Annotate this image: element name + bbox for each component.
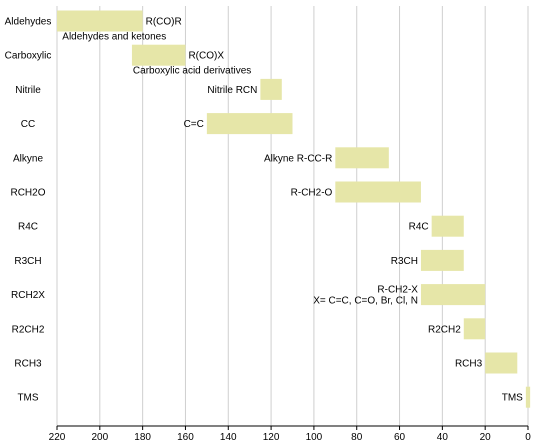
category-labels: Aldehydes Carboxylic Nitrile CC Alkyne RCH2O R… (5, 17, 52, 404)
category-label: R3CH (14, 256, 41, 267)
x-tick-label: 20 (480, 432, 492, 440)
annotation-label: R(CO)X (188, 51, 224, 62)
range-bar (335, 147, 389, 169)
range-bar (420, 284, 486, 306)
range-bar (131, 44, 186, 66)
category-label: RCH3 (14, 359, 42, 370)
sub-annotation-label: Carboxylic acid derivatives (133, 66, 251, 77)
range-bar (260, 78, 282, 100)
category-label: Alkyne (13, 153, 43, 164)
x-tick-label: 200 (91, 432, 108, 440)
annotation-label: R-CH2-O (291, 188, 333, 199)
range-bar (463, 318, 486, 340)
x-tick-label: 180 (134, 432, 151, 440)
category-label: Nitrile (15, 85, 41, 96)
range-bar (431, 215, 464, 237)
x-tick-label: 100 (306, 432, 323, 440)
range-bar (206, 113, 293, 135)
category-label: RCH2X (11, 290, 45, 301)
range-bar (485, 352, 518, 374)
x-tick-label: 120 (263, 432, 280, 440)
annotation-label: R(CO)R (146, 17, 182, 28)
category-label: CC (21, 119, 35, 130)
annotation-label: R2CH2 (428, 324, 461, 335)
x-tick-label: 220 (49, 432, 66, 440)
annotation-label: R3CH (391, 256, 418, 267)
range-bar (525, 386, 531, 408)
category-label: Aldehydes (5, 17, 52, 28)
x-tick-label: 140 (220, 432, 237, 440)
annotations: R(CO)R R(CO)X Nitrile RCN C=C Alkyne R-CC-R R… (62, 17, 523, 404)
category-label: Carboxylic (5, 51, 52, 62)
annotation-label: TMS (502, 393, 523, 404)
x-tick-label: 60 (394, 432, 406, 440)
annotation-label: C=C (184, 119, 204, 130)
category-label: RCH2O (10, 188, 45, 199)
range-bar (335, 181, 421, 203)
x-tick-label: 0 (525, 432, 531, 440)
annotation-label: RCH3 (455, 359, 483, 370)
bars (57, 10, 531, 408)
annotation-label: R4C (409, 222, 429, 233)
category-label: R2CH2 (12, 324, 45, 335)
range-bar (420, 249, 464, 271)
annotation-label: Nitrile RCN (207, 85, 257, 96)
x-tick-label: 40 (437, 432, 449, 440)
x-tick-label: 160 (177, 432, 194, 440)
sub-annotation-label: Aldehydes and ketones (62, 32, 166, 43)
category-label: TMS (17, 393, 38, 404)
x-tick-label: 80 (351, 432, 363, 440)
annotation-label: Alkyne R-CC-R (264, 153, 332, 164)
category-label: R4C (18, 222, 38, 233)
annotation-label: R-CH2-X (377, 285, 418, 296)
gridlines (56, 6, 529, 426)
range-bar (57, 10, 143, 32)
annotation-label: X= C=C, C=O, Br, Cl, N (313, 296, 418, 307)
x-axis-ticks: 220 200 180 160 140 120 100 80 60 40 20 0 (49, 426, 531, 440)
